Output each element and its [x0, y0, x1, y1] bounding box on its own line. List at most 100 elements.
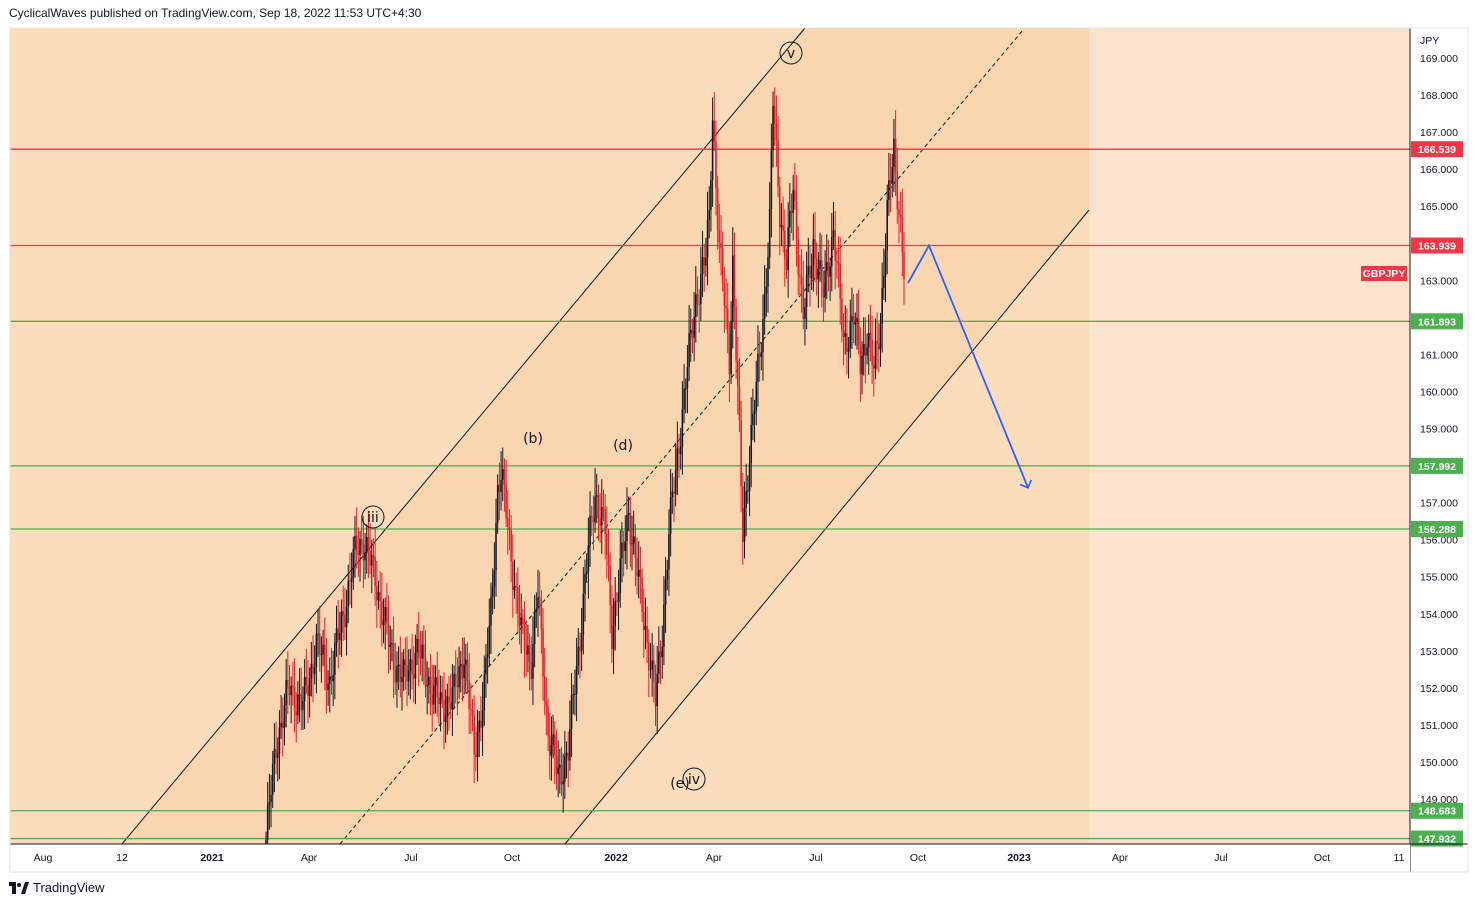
- candle: [530, 636, 533, 691]
- candle: [550, 716, 553, 781]
- candle: [857, 289, 860, 355]
- candle: [903, 231, 905, 305]
- candle: [841, 283, 843, 343]
- time-tick-label: Apr: [1112, 852, 1129, 864]
- candle: [359, 530, 361, 582]
- candle: [347, 564, 350, 624]
- candle: [705, 237, 707, 277]
- candle: [466, 642, 469, 694]
- candle: [715, 120, 717, 216]
- candle: [901, 188, 904, 277]
- candle: [506, 489, 509, 555]
- candle: [302, 686, 304, 730]
- candle: [893, 118, 895, 193]
- candle: [696, 276, 699, 317]
- svg-text:iv: iv: [688, 772, 700, 788]
- candle: [819, 232, 821, 282]
- candle: [384, 597, 387, 650]
- time-tick-label: 2021: [200, 852, 224, 864]
- candle: [446, 683, 449, 735]
- candle: [742, 472, 744, 565]
- candle: [429, 653, 432, 716]
- candle: [285, 659, 287, 728]
- candle: [619, 529, 622, 608]
- candle: [822, 270, 825, 322]
- candle: [412, 646, 415, 703]
- price-axis-ticks: 149.000150.000151.000152.000153.000154.0…: [1420, 53, 1458, 806]
- candle: [753, 399, 756, 443]
- candle: [501, 447, 504, 502]
- candle: [778, 176, 781, 256]
- candle: [736, 336, 739, 415]
- svg-text:157.992: 157.992: [1418, 461, 1456, 473]
- candle: [592, 495, 595, 551]
- candle: [431, 665, 434, 732]
- candle: [315, 623, 318, 694]
- candle: [569, 700, 571, 771]
- time-axis-ticks: Aug 12 2021 Apr Jul Oct 2022 Apr Jul Oct 2023 Apr Ju…: [34, 852, 1405, 864]
- candle: [303, 658, 306, 730]
- candle: [352, 536, 355, 590]
- candle: [555, 729, 558, 791]
- level-price-tag: 148.683: [1411, 802, 1463, 819]
- candle: [381, 572, 383, 647]
- candle: [567, 731, 570, 788]
- candle: [510, 515, 512, 582]
- candle: [861, 341, 863, 395]
- candle: [439, 675, 442, 732]
- candle: [464, 643, 467, 694]
- candle: [505, 459, 507, 528]
- candle: [780, 202, 783, 246]
- candle: [360, 515, 363, 555]
- candle: [787, 202, 789, 298]
- svg-text:148.683: 148.683: [1418, 806, 1456, 818]
- candle: [533, 594, 536, 668]
- candle: [867, 314, 870, 375]
- candle: [738, 358, 741, 432]
- wave-label-iii: iii: [361, 505, 385, 529]
- candle: [295, 692, 298, 743]
- candle: [763, 265, 766, 335]
- candle: [651, 633, 653, 697]
- price-tick-label: 150.000: [1420, 757, 1458, 769]
- candle: [488, 598, 491, 667]
- candle: [674, 442, 677, 507]
- svg-text:(b): (b): [523, 431, 543, 447]
- candle: [847, 336, 850, 379]
- candle: [765, 268, 768, 317]
- candle: [305, 649, 308, 695]
- candle: [339, 612, 341, 655]
- candle: [318, 605, 321, 672]
- candle: [265, 831, 267, 844]
- candle: [794, 163, 796, 210]
- time-tick-label: 12: [116, 852, 128, 864]
- candle: [785, 248, 788, 280]
- candle: [750, 397, 753, 488]
- candle: [394, 642, 397, 695]
- candle: [367, 510, 370, 578]
- candle: [839, 237, 841, 325]
- candle: [421, 630, 423, 682]
- candle: [416, 623, 418, 666]
- candle: [436, 651, 439, 717]
- candle: [424, 630, 427, 698]
- candle: [491, 568, 494, 615]
- candle: [725, 278, 727, 330]
- candle: [399, 636, 402, 698]
- candle: [585, 553, 588, 584]
- price-tick-label: 157.000: [1420, 498, 1458, 510]
- candle: [369, 523, 371, 574]
- candle: [280, 695, 282, 739]
- footer-brand[interactable]: TradingView: [33, 880, 105, 895]
- candle: [382, 598, 385, 644]
- candle: [552, 714, 554, 759]
- candle: [878, 322, 880, 373]
- candle: [268, 773, 271, 830]
- candle: [637, 541, 640, 599]
- candle: [713, 91, 716, 151]
- candle: [636, 537, 638, 595]
- candle: [575, 637, 578, 722]
- time-axis[interactable]: [10, 844, 1410, 872]
- price-axis[interactable]: [1410, 28, 1468, 844]
